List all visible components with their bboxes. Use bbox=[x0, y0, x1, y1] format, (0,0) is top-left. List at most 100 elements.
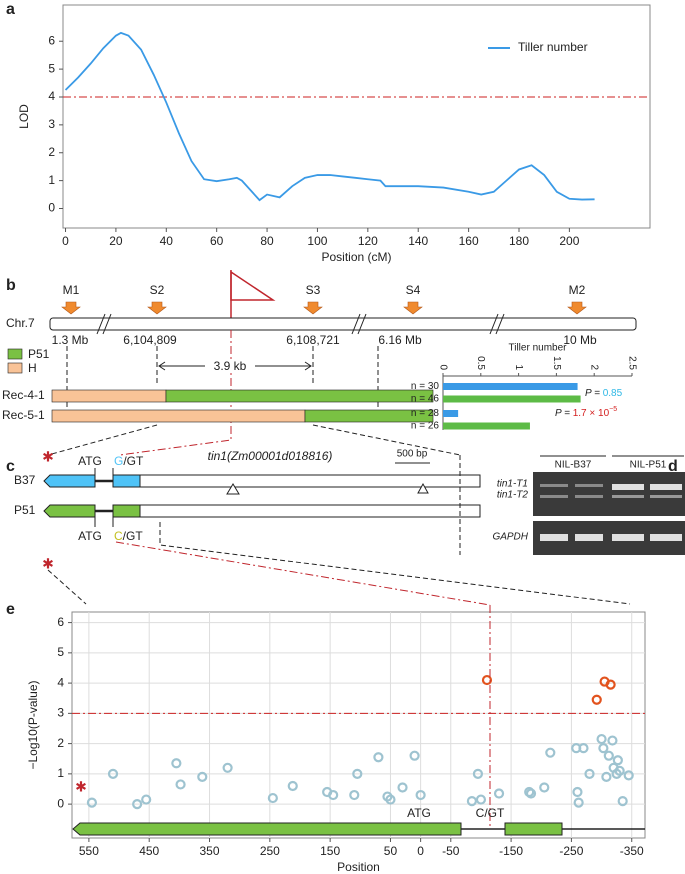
data-point bbox=[86, 797, 98, 808]
n-label: n = 46 bbox=[411, 394, 440, 405]
interval-label: 3.9 kb bbox=[214, 359, 247, 373]
data-point bbox=[525, 788, 537, 799]
x-tick-label: 250 bbox=[260, 844, 280, 858]
x-tick-label: 180 bbox=[509, 234, 529, 248]
y-tick-label: 3 bbox=[57, 706, 64, 720]
legend-label: Tiller number bbox=[518, 40, 588, 54]
x-tick-label: 60 bbox=[210, 234, 224, 248]
lane-label: NIL-B37 bbox=[555, 460, 592, 471]
x-tick-label: 350 bbox=[200, 844, 220, 858]
data-point bbox=[222, 762, 233, 773]
data-point bbox=[539, 782, 550, 793]
scale-label: 500 bp bbox=[397, 449, 428, 460]
data-point bbox=[481, 674, 493, 686]
data-point bbox=[171, 758, 182, 769]
data-point bbox=[623, 770, 634, 781]
x-tick-label: 2 bbox=[589, 364, 600, 370]
data-point bbox=[578, 743, 589, 754]
data-point bbox=[267, 792, 278, 804]
start-codon: ATG bbox=[78, 454, 102, 468]
panel-d: NIL-B37 NIL-P51 tin1-T1 tin1-T2 GAPDH bbox=[492, 455, 685, 555]
x-tick-label: -150 bbox=[499, 844, 523, 858]
data-point bbox=[466, 795, 477, 807]
line-label: Rec-5-1 bbox=[2, 408, 45, 422]
data-point bbox=[612, 755, 623, 766]
data-point bbox=[493, 788, 505, 799]
data-point bbox=[596, 733, 607, 745]
panel-label: a bbox=[6, 1, 15, 18]
y-tick-label: 4 bbox=[57, 675, 64, 689]
panel-label: e bbox=[6, 601, 15, 618]
position-label: 1.3 Mb bbox=[52, 333, 89, 347]
y-tick-label: 2 bbox=[48, 145, 55, 159]
p-value: P = 1.7 × 10−5 bbox=[555, 406, 617, 419]
legend-label: P51 bbox=[28, 347, 50, 361]
x-tick-label: -250 bbox=[559, 844, 583, 858]
n-label: n = 28 bbox=[411, 408, 440, 419]
x-tick-label: 40 bbox=[160, 234, 174, 248]
annotation: C/GT bbox=[476, 806, 505, 820]
x-axis-title: Position bbox=[337, 860, 380, 874]
x-tick-label: 1.5 bbox=[551, 356, 562, 370]
data-point bbox=[132, 799, 143, 810]
band-label: GAPDH bbox=[492, 532, 528, 543]
panel-b: Chr.7 M1 S2 S3 S4 M2 1.3 Mb 6,104,809 6,… bbox=[2, 270, 637, 456]
start-codon: ATG bbox=[78, 529, 102, 543]
x-tick-label: 0 bbox=[417, 844, 424, 858]
x-tick-label: 50 bbox=[384, 844, 398, 858]
marker-label: S4 bbox=[406, 283, 421, 297]
svg-text:✱: ✱ bbox=[42, 449, 54, 465]
x-tick-label: 100 bbox=[307, 234, 327, 248]
svg-text:✱: ✱ bbox=[75, 779, 87, 795]
x-axis-title: Position (cM) bbox=[321, 250, 391, 264]
plot-frame bbox=[71, 611, 646, 839]
x-tick-label: 160 bbox=[459, 234, 479, 248]
y-tick-label: 3 bbox=[48, 117, 55, 131]
n-label: n = 30 bbox=[411, 381, 440, 392]
data-point bbox=[603, 750, 614, 761]
panel-label: b bbox=[6, 277, 16, 294]
data-point bbox=[107, 768, 119, 779]
p-value: P = 0.85 bbox=[585, 388, 623, 399]
data-point bbox=[141, 794, 152, 805]
data-point bbox=[415, 789, 426, 801]
y-tick-label: 1 bbox=[48, 173, 55, 187]
data-point bbox=[475, 794, 487, 805]
annotation: ATG bbox=[407, 806, 431, 820]
x-tick-label: 0.5 bbox=[475, 356, 486, 370]
chromosome-label: Chr.7 bbox=[6, 316, 35, 330]
panel-label: c bbox=[6, 458, 15, 475]
y-tick-label: 5 bbox=[48, 61, 55, 75]
x-tick-label: -50 bbox=[442, 844, 460, 858]
position-label: 6.16 Mb bbox=[378, 333, 422, 347]
x-tick-label: 20 bbox=[109, 234, 123, 248]
y-tick-label: 4 bbox=[48, 89, 55, 103]
y-tick-label: 0 bbox=[57, 796, 64, 810]
data-point bbox=[601, 771, 612, 782]
marker-label: S3 bbox=[306, 283, 321, 297]
marker-label: S2 bbox=[150, 283, 165, 297]
x-tick-label: 80 bbox=[260, 234, 274, 248]
y-tick-label: 6 bbox=[48, 33, 55, 47]
x-tick-label: 0 bbox=[437, 364, 448, 370]
splice-site: C/GT bbox=[114, 529, 143, 543]
x-tick-label: 550 bbox=[79, 844, 99, 858]
position-label: 10 Mb bbox=[563, 333, 597, 347]
bar bbox=[443, 395, 581, 403]
lane-label: NIL-P51 bbox=[630, 460, 667, 471]
data-point bbox=[197, 771, 208, 782]
data-point bbox=[545, 747, 556, 758]
axis-title: Tiller number bbox=[509, 343, 568, 354]
data-point bbox=[472, 768, 484, 779]
data-point bbox=[614, 765, 625, 776]
data-point bbox=[617, 795, 628, 807]
svg-text:✱: ✱ bbox=[42, 556, 54, 572]
x-tick-label: -350 bbox=[620, 844, 644, 858]
data-point bbox=[373, 752, 384, 763]
splice-site: G/GT bbox=[114, 454, 144, 468]
data-point bbox=[349, 789, 360, 801]
line-label: Rec-4-1 bbox=[2, 388, 45, 402]
data-point bbox=[352, 768, 363, 779]
